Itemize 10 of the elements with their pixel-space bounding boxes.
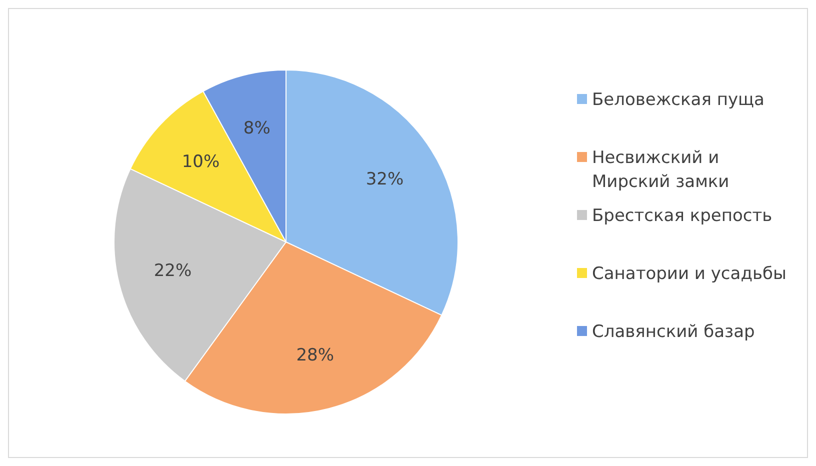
legend-label: Брестская крепость <box>592 205 772 228</box>
data-label: 10% <box>182 152 220 172</box>
data-label: 28% <box>296 345 334 366</box>
legend-label: Славянский базар <box>592 321 755 344</box>
legend-label: Беловежская пуща <box>592 89 764 112</box>
data-label: 8% <box>243 118 270 139</box>
data-label: 32% <box>366 169 404 190</box>
legend-label: Санатории и усадьбы <box>592 263 786 286</box>
legend-label: Несвижский и Мирский замки <box>592 147 730 194</box>
data-label: 22% <box>154 261 192 282</box>
